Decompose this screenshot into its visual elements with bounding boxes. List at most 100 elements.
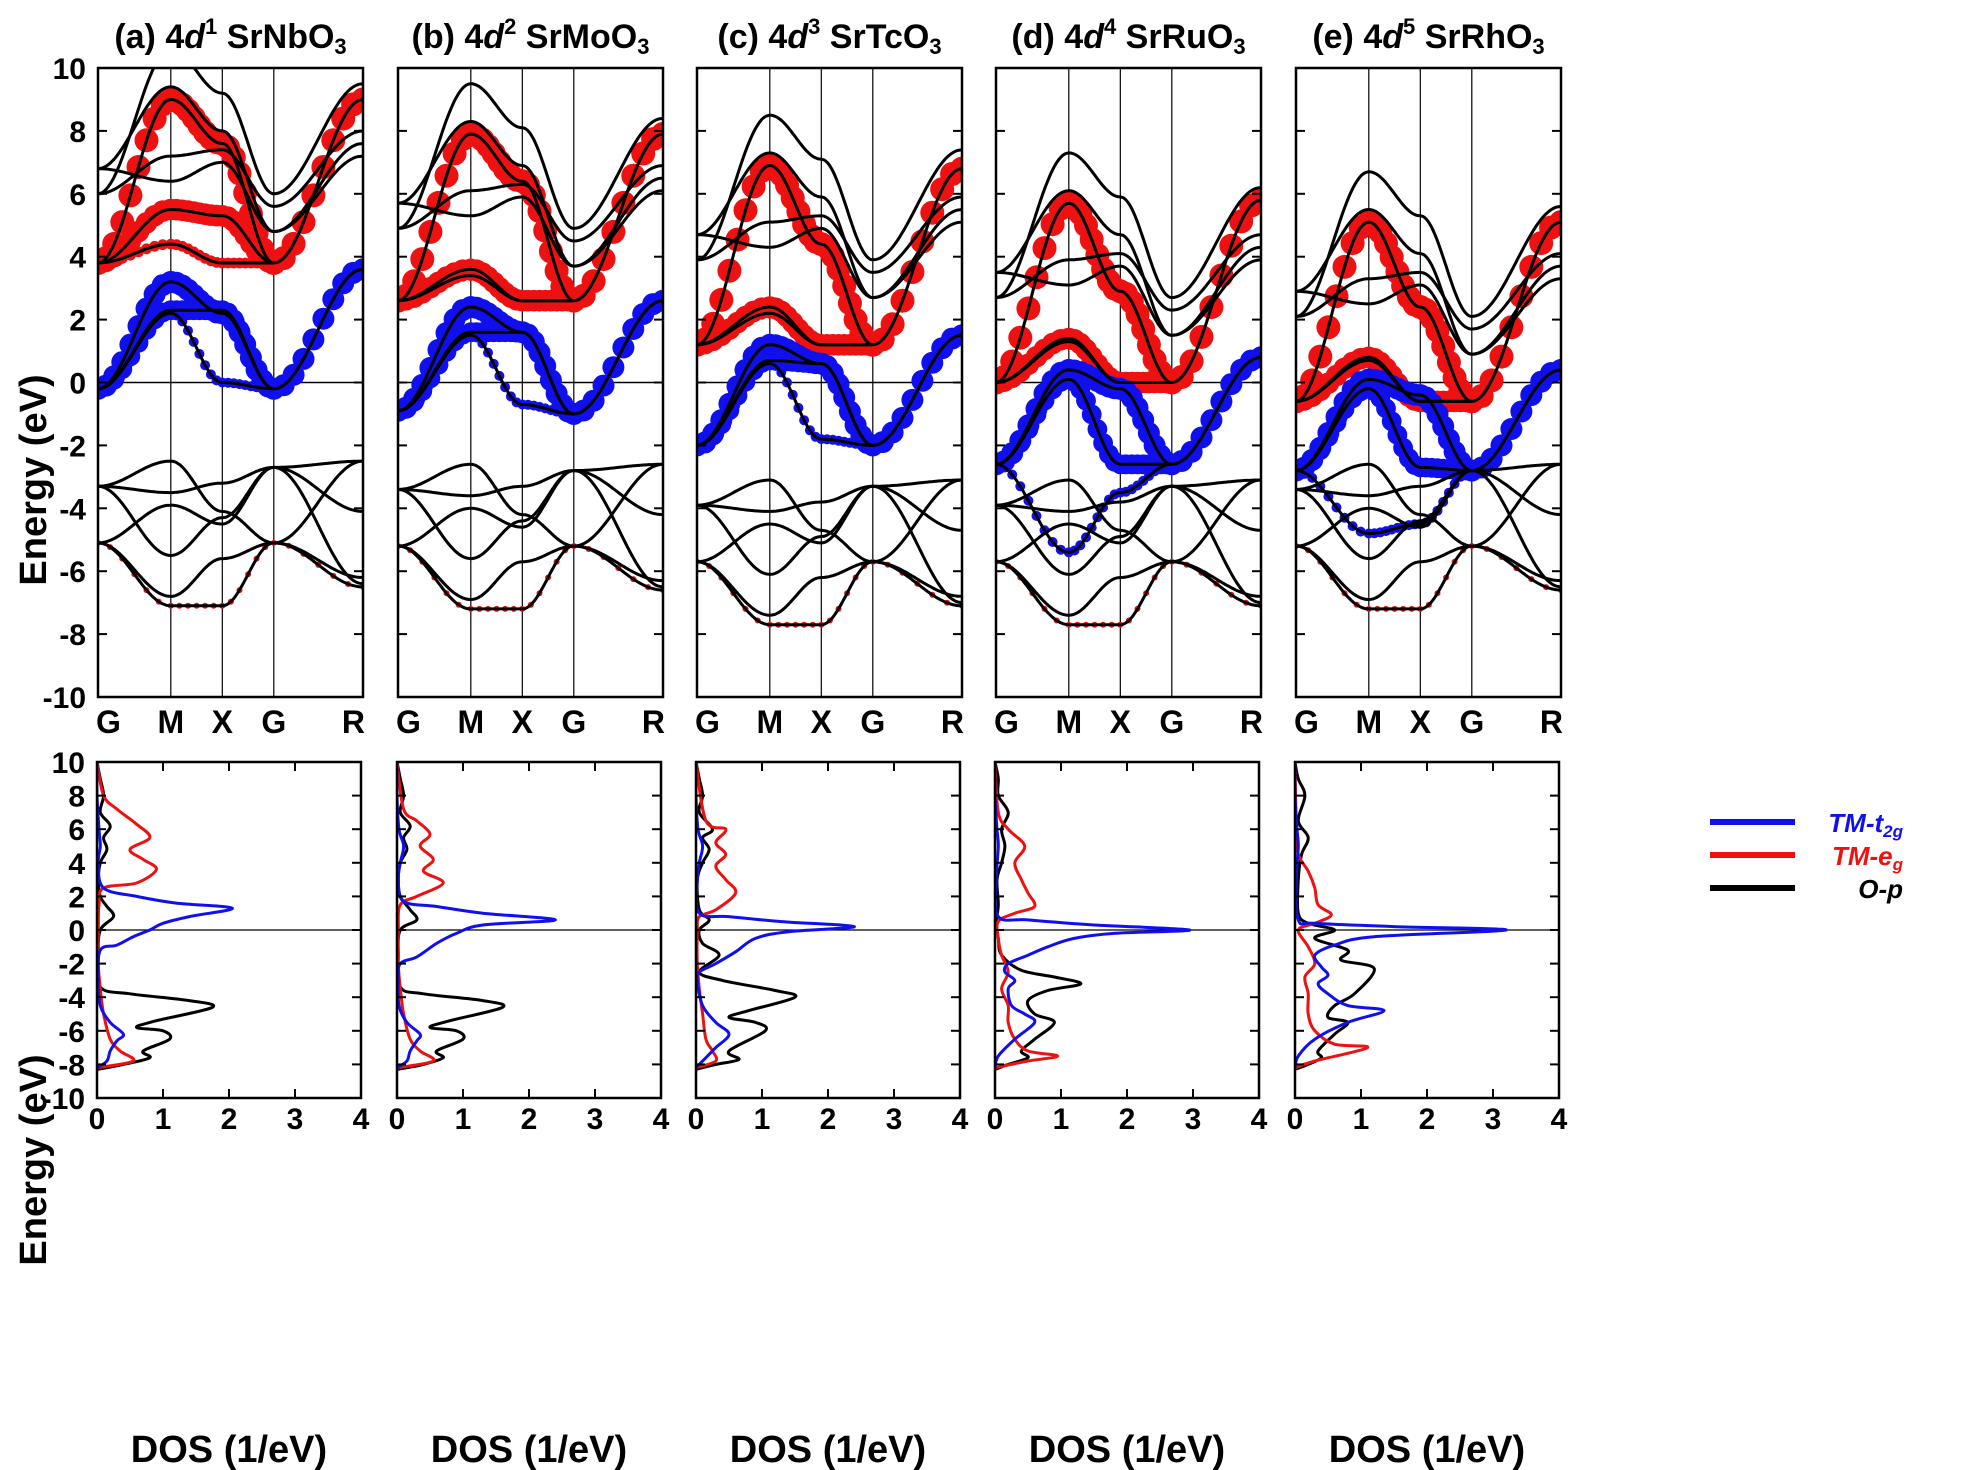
k-point-label: G: [1159, 704, 1184, 740]
y-tick-label: -6: [59, 556, 86, 589]
dos-panel-c: 0 1 2 3 4 DOS (1/eV): [688, 760, 969, 1470]
panel-title: (d) 4d4 SrRuO3: [1011, 14, 1245, 59]
band-line: [697, 163, 962, 347]
band-line: [996, 258, 1261, 337]
k-point-label: M: [756, 704, 783, 740]
k-point-label: M: [1055, 704, 1082, 740]
band-line: [996, 151, 1261, 300]
x-tick-label: 1: [754, 1103, 771, 1136]
band-line: [1296, 387, 1472, 473]
k-point-label: R: [342, 704, 365, 740]
y-tick-label: 10: [53, 53, 86, 86]
x-tick-label: 2: [820, 1103, 837, 1136]
dos-curve-t2g: [397, 762, 557, 1070]
band-line: [98, 465, 363, 586]
k-point-label: G: [396, 704, 421, 740]
y-tick-label: 10: [52, 747, 85, 780]
band-line: [398, 189, 663, 268]
y-tick-label: 2: [68, 881, 85, 914]
band-line: [996, 355, 1261, 466]
band-line: [398, 274, 574, 303]
band-line: [996, 340, 1172, 385]
band-line: [1296, 207, 1561, 356]
band-line: [996, 560, 1261, 617]
band-line: [398, 469, 663, 589]
x-tick-label: 2: [1419, 1103, 1436, 1136]
y-tick-label: 4: [68, 848, 85, 881]
k-point-label: X: [512, 704, 534, 740]
band-line: [1296, 220, 1561, 403]
dos-curve-t2g: [97, 762, 234, 1070]
dos-plot-area: [995, 762, 1259, 1071]
band-line: [996, 478, 1261, 513]
band-line: [996, 189, 1261, 337]
legend-item-eg: TM-eg: [1710, 841, 1904, 874]
band-line: [98, 459, 363, 495]
y-tick-label: -4: [58, 982, 85, 1015]
band-line: [98, 267, 363, 391]
x-tick-label: 2: [221, 1103, 238, 1136]
band-line: [1296, 462, 1561, 498]
band-y-axis-label: Energy (eV): [13, 374, 55, 585]
band-line: [1296, 252, 1561, 331]
band-line: [1296, 469, 1561, 589]
x-tick-label: 0: [1287, 1103, 1304, 1136]
band-line: [98, 459, 363, 545]
band-line: [697, 311, 873, 347]
y-tick-label: -10: [43, 682, 86, 715]
x-tick-label: 3: [1485, 1103, 1502, 1136]
x-tick-label: 3: [1185, 1103, 1202, 1136]
y-tick-label: 8: [68, 781, 85, 814]
band-line: [697, 560, 962, 617]
x-tick-label: 4: [1551, 1103, 1568, 1136]
band-line: [98, 465, 363, 545]
k-point-label: G: [1459, 704, 1484, 740]
x-tick-label: 0: [389, 1103, 406, 1136]
dos-plot-area: [97, 762, 361, 1071]
legend-item-op: O-p: [1710, 874, 1903, 904]
legend-item-t2g: TM-t2g: [1710, 808, 1904, 841]
band-line: [1296, 368, 1561, 473]
band-line: [996, 484, 1261, 564]
band-plot-area: [697, 68, 962, 697]
y-tick-label: 6: [68, 814, 85, 847]
legend-label: O-p: [1858, 874, 1903, 904]
legend-label: TM-eg: [1832, 841, 1904, 874]
band-line: [98, 541, 363, 598]
x-tick-label: 2: [521, 1103, 538, 1136]
band-line: [996, 377, 1172, 466]
band-line: [98, 68, 363, 196]
k-point-label: G: [261, 704, 286, 740]
band-line: [398, 544, 663, 602]
band-line: [398, 333, 575, 416]
k-point-label: X: [1410, 704, 1432, 740]
y-tick-label: 6: [69, 179, 86, 212]
band-line: [996, 560, 1261, 627]
x-tick-label: 0: [89, 1103, 106, 1136]
k-point-label: X: [212, 704, 234, 740]
band-line: [1296, 544, 1561, 602]
y-tick-label: 2: [69, 305, 86, 338]
k-point-label: X: [1110, 704, 1132, 740]
dos-x-axis-label: DOS (1/eV): [1329, 1429, 1525, 1470]
band-line: [697, 560, 962, 627]
y-tick-label: -2: [58, 949, 85, 982]
band-line: [98, 242, 274, 265]
band-line: [98, 85, 363, 234]
x-tick-label: 3: [886, 1103, 903, 1136]
k-point-label: G: [695, 704, 720, 740]
dos-plot-area: [1295, 762, 1559, 1071]
band-plot-area: [996, 68, 1261, 697]
band-plot-area: [1296, 68, 1561, 697]
dos-panel-d: 0 1 2 3 4 DOS (1/eV): [987, 760, 1268, 1470]
y-tick-label: -8: [59, 619, 86, 652]
band-line: [98, 311, 274, 391]
k-point-label: R: [1240, 704, 1263, 740]
k-point-label: R: [941, 704, 964, 740]
